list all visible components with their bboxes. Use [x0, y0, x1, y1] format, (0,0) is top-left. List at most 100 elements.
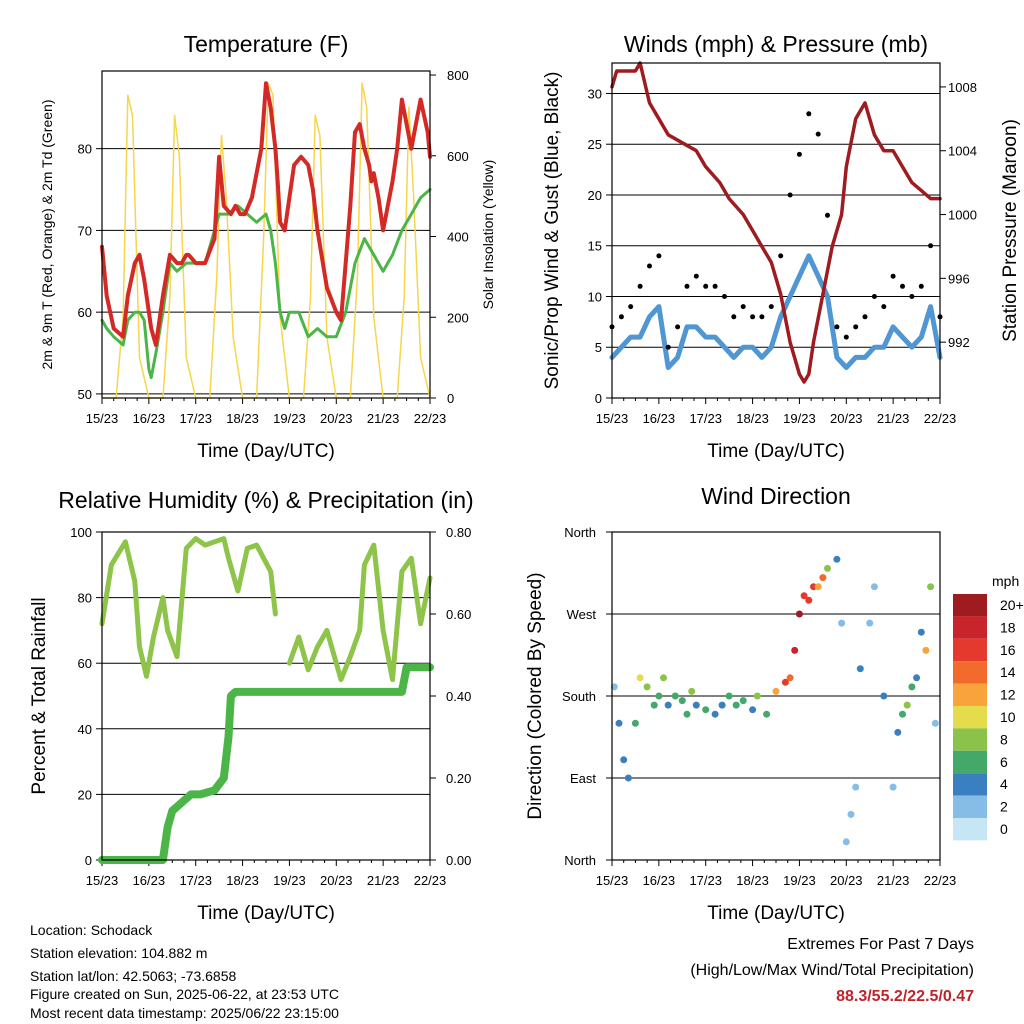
x-tick-label: 17/23: [179, 873, 212, 888]
elevation-text: Station elevation: 104.882 m: [30, 945, 208, 961]
direction-point: [732, 701, 740, 709]
legend-swatch: [953, 773, 987, 796]
direction-point: [819, 574, 827, 582]
legend-swatch: [953, 706, 987, 729]
gust-point: [647, 263, 652, 269]
x-tick-label: 22/23: [924, 411, 957, 426]
x-tick-label: 18/23: [226, 411, 259, 426]
direction-point: [805, 596, 813, 604]
y2-tick-label: 0.20: [446, 771, 471, 786]
direction-point: [692, 701, 700, 709]
legend-label: 8: [1000, 731, 1008, 747]
legend-label: 10: [1000, 709, 1016, 725]
direction-point: [683, 710, 691, 718]
y2-tick-label: 1004: [948, 144, 977, 159]
gust-point: [759, 314, 765, 320]
extremes-values: 88.3/55.2/22.5/0.47: [836, 988, 974, 1005]
direction-point: [781, 678, 789, 686]
direction-point: [786, 674, 794, 682]
gust-point: [909, 294, 915, 299]
panel-title: Wind Direction: [701, 483, 851, 509]
legend-swatch: [953, 683, 987, 706]
gust-point: [900, 283, 905, 289]
y-tick-label: North: [564, 525, 596, 540]
x-tick-label: 22/23: [414, 873, 447, 888]
gust-point: [703, 283, 709, 289]
x-axis-label: Time (Day/UTC): [707, 441, 845, 462]
x-tick-label: 17/23: [179, 411, 212, 426]
y-tick-label: 20: [78, 787, 92, 802]
direction-point: [917, 628, 925, 636]
direction-point: [856, 665, 864, 673]
y2-tick-label: 1000: [948, 208, 977, 223]
direction-point: [664, 701, 672, 709]
direction-point: [671, 692, 679, 700]
direction-point: [824, 564, 831, 572]
x-tick-label: 18/23: [736, 411, 769, 426]
y-axis-label: Direction (Colored By Speed): [525, 572, 546, 819]
direction-point: [800, 592, 808, 600]
y2-tick-label: 0.80: [446, 525, 471, 540]
y2-tick-label: 992: [948, 335, 970, 350]
x-tick-label: 17/23: [689, 873, 722, 888]
y2-tick-label: 0: [447, 391, 454, 406]
x-tick-label: 19/23: [783, 873, 816, 888]
x-axis-label: Time (Day/UTC): [197, 903, 335, 924]
y2-tick-label: 0.00: [446, 853, 471, 868]
y-tick-label: 60: [78, 305, 92, 320]
direction-point: [660, 674, 667, 682]
gust-point: [628, 304, 634, 310]
plot-frame: [101, 531, 431, 861]
y-tick-label: 100: [70, 525, 92, 540]
legend-label: 2: [1000, 799, 1008, 815]
panel-title: Winds (mph) & Pressure (mb): [624, 31, 928, 57]
legend-label: 18: [1000, 619, 1016, 635]
x-tick-label: 20/23: [320, 411, 353, 426]
extremes-subtitle: (High/Low/Max Wind/Total Precipitation): [690, 962, 974, 979]
legend-swatch: [953, 661, 987, 684]
direction-point: [753, 692, 761, 700]
gust-point: [853, 324, 859, 330]
gust-point: [862, 314, 868, 320]
x-tick-label: 16/23: [133, 873, 166, 888]
legend-swatch: [953, 795, 987, 818]
direction-point: [702, 706, 710, 714]
rh-series: [99, 536, 433, 683]
legend-label: 12: [1000, 687, 1016, 703]
direction-point: [678, 697, 686, 705]
direction-point: [838, 619, 846, 627]
direction-point: [772, 687, 780, 695]
y2-axis-label: Solar Insolation (Yellow): [480, 160, 496, 310]
gust-point: [722, 294, 727, 299]
y-tick-label: 0: [85, 853, 92, 868]
x-tick-label: 22/23: [414, 411, 447, 426]
x-tick-label: 19/23: [273, 411, 306, 426]
direction-point: [931, 719, 939, 727]
direction-point: [889, 783, 897, 791]
gust-point: [675, 324, 681, 330]
gust-point: [750, 314, 756, 320]
y2-tick-label: 600: [447, 149, 469, 164]
gust-point: [928, 243, 934, 249]
temperature-series: [100, 81, 432, 347]
direction-point: [927, 583, 935, 591]
wind-series: [609, 253, 943, 370]
direction-point: [880, 692, 888, 700]
direction-point: [847, 810, 855, 818]
y-tick-label: 40: [78, 722, 92, 737]
x-tick-label: 21/23: [367, 411, 400, 426]
plot-frame: [611, 531, 941, 861]
y2-axis-label: Station Pressure (Maroon): [1000, 119, 1021, 342]
panel-title: Temperature (F): [184, 31, 349, 57]
x-tick-label: 20/23: [830, 411, 863, 426]
latlon-text: Station lat/lon: 42.5063; -73.6858: [30, 968, 237, 984]
gust-point: [890, 273, 896, 279]
x-tick-label: 17/23: [689, 411, 722, 426]
gust-point: [834, 324, 840, 330]
x-axis-label: Time (Day/UTC): [707, 903, 845, 924]
gust-point: [787, 192, 793, 198]
gust-point: [618, 314, 624, 320]
x-tick-label: 18/23: [226, 873, 259, 888]
legend-label: 16: [1000, 642, 1016, 658]
